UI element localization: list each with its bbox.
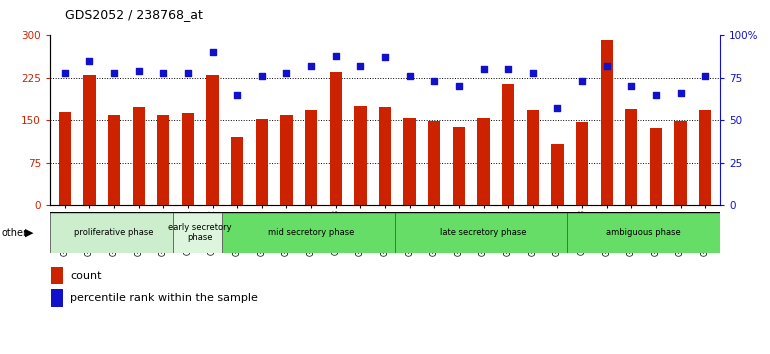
Point	[132, 68, 145, 74]
Point	[59, 70, 71, 76]
Bar	[280, 115, 293, 205]
Point	[675, 90, 687, 96]
Text: GDS2052 / 238768_at: GDS2052 / 238768_at	[65, 8, 203, 21]
Bar	[59, 112, 71, 205]
Bar	[576, 122, 588, 205]
Bar	[52, 267, 63, 284]
Point	[83, 58, 95, 64]
Point	[650, 92, 662, 98]
Point	[231, 92, 243, 98]
Bar	[428, 121, 440, 205]
Bar	[699, 110, 711, 205]
Bar	[206, 75, 219, 205]
Bar	[83, 75, 95, 205]
Bar	[453, 127, 465, 205]
Point	[551, 105, 564, 111]
Bar	[650, 128, 662, 205]
Point	[625, 84, 638, 89]
Text: proliferative phase: proliferative phase	[75, 228, 154, 237]
Bar	[108, 115, 120, 205]
Bar	[173, 212, 227, 253]
Point	[108, 70, 120, 76]
Bar	[477, 118, 490, 205]
Point	[428, 79, 440, 84]
Bar	[395, 212, 572, 253]
Bar	[256, 119, 268, 205]
Bar	[182, 113, 194, 205]
Point	[280, 70, 293, 76]
Bar	[601, 40, 613, 205]
Bar	[132, 107, 145, 205]
Point	[403, 73, 416, 79]
Bar	[502, 84, 514, 205]
Bar	[330, 72, 342, 205]
Point	[206, 50, 219, 55]
Bar	[625, 109, 638, 205]
Bar	[379, 107, 391, 205]
Bar	[403, 118, 416, 205]
Point	[527, 70, 539, 76]
Point	[601, 63, 613, 69]
Point	[256, 73, 268, 79]
Point	[477, 67, 490, 72]
Bar	[551, 144, 564, 205]
Text: other: other	[2, 228, 28, 238]
Point	[699, 73, 711, 79]
Point	[157, 70, 169, 76]
Text: mid secretory phase: mid secretory phase	[268, 228, 354, 237]
Text: early secretory
phase: early secretory phase	[169, 223, 232, 242]
Text: ambiguous phase: ambiguous phase	[606, 228, 681, 237]
Point	[379, 55, 391, 60]
Bar	[567, 212, 720, 253]
Point	[330, 53, 342, 59]
Point	[305, 63, 317, 69]
Bar	[231, 137, 243, 205]
Bar	[157, 115, 169, 205]
Point	[354, 63, 367, 69]
Bar	[305, 110, 317, 205]
Bar	[223, 212, 400, 253]
Point	[182, 70, 194, 76]
Text: late secretory phase: late secretory phase	[440, 228, 527, 237]
Bar	[675, 121, 687, 205]
Point	[502, 67, 514, 72]
Bar	[52, 289, 63, 307]
Text: ▶: ▶	[25, 228, 34, 238]
Text: percentile rank within the sample: percentile rank within the sample	[70, 293, 258, 303]
Text: count: count	[70, 271, 102, 281]
Point	[576, 79, 588, 84]
Bar	[50, 212, 178, 253]
Bar	[527, 110, 539, 205]
Bar	[354, 106, 367, 205]
Point	[453, 84, 465, 89]
